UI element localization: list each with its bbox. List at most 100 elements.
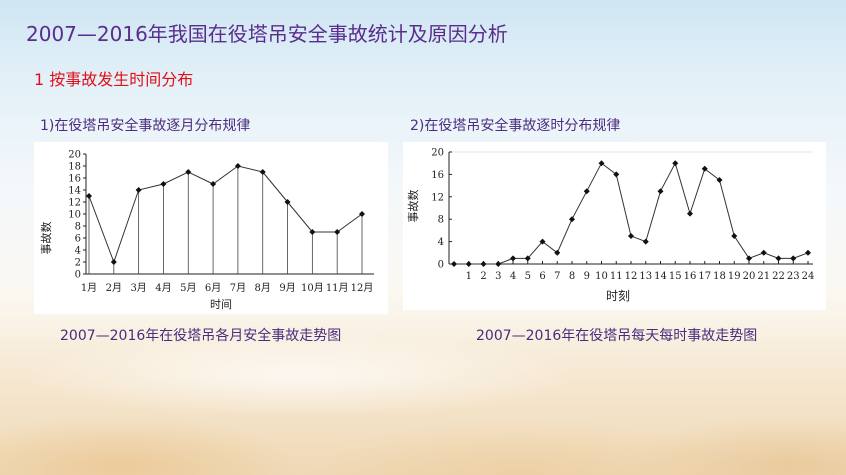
monthly-x-tick-label: 1月 — [81, 282, 97, 294]
monthly-x-tick-label: 4月 — [155, 282, 171, 294]
hourly-chart-subtitle: 2)在役塔吊安全事故逐时分布规律 — [410, 118, 621, 134]
hourly-x-tick-label: 11 — [610, 271, 623, 282]
monthly-series-line — [88, 165, 363, 264]
hourly-x-tick-label: 13 — [639, 271, 652, 282]
monthly-x-tick-label: 2月 — [106, 282, 122, 294]
hourly-data-point — [583, 188, 590, 195]
monthly-x-tick-label: 8月 — [255, 282, 271, 294]
monthly-y-tick-label: 12 — [68, 198, 81, 209]
hourly-data-point — [613, 171, 620, 178]
monthly-y-tick-label: 6 — [75, 234, 81, 245]
monthly-chart-caption: 2007—2016年在役塔吊各月安全事故走势图 — [60, 328, 342, 344]
monthly-data-point — [359, 211, 365, 217]
monthly-x-tick-label: 7月 — [230, 282, 246, 294]
monthly-y-tick-label: 0 — [75, 270, 81, 281]
hourly-x-tick-label: 9 — [584, 271, 590, 282]
hourly-data-point — [451, 261, 457, 267]
section-heading: 1 按事故发生时间分布 — [34, 70, 194, 89]
hourly-data-point — [598, 160, 605, 167]
hourly-data-point — [790, 255, 797, 262]
monthly-chart-subtitle: 1)在役塔吊安全事故逐月分布规律 — [40, 118, 251, 134]
monthly-x-tick-label: 5月 — [180, 282, 196, 294]
monthly-data-point — [309, 229, 316, 235]
hourly-data-point — [554, 249, 561, 256]
hourly-data-point — [731, 233, 738, 239]
monthly-chart-panel: 事故数 时间 0 2 4 6 8 10 12 14 16 18 20 1月 2月 3月 4月 5月 6月 7月 8月… — [34, 142, 388, 314]
hourly-y-tick-label: 0 — [438, 260, 444, 271]
hourly-x-tick-label: 3 — [495, 271, 501, 282]
slide-title: 2007—2016年我国在役塔吊安全事故统计及原因分析 — [26, 22, 508, 46]
hourly-data-point — [657, 188, 664, 195]
hourly-data-point — [701, 165, 708, 172]
hourly-x-tick-label: 14 — [654, 271, 667, 282]
hourly-data-point — [465, 261, 472, 267]
monthly-y-axis-title: 事故数 — [39, 222, 53, 255]
monthly-data-point — [334, 229, 341, 235]
hourly-x-tick-label: 4 — [510, 271, 516, 282]
monthly-data-point — [259, 169, 266, 175]
hourly-x-tick-label: 5 — [525, 271, 531, 282]
monthly-data-point — [160, 181, 167, 187]
hourly-x-tick-label: 23 — [787, 271, 800, 282]
hourly-data-point — [480, 261, 487, 267]
hourly-y-tick-label: 12 — [431, 192, 444, 203]
hourly-y-tick-label: 4 — [438, 237, 444, 248]
hourly-data-point — [628, 233, 634, 239]
hourly-x-tick-label: 21 — [757, 271, 770, 282]
hourly-data-point — [524, 255, 531, 262]
background-mist — [0, 315, 846, 475]
hourly-x-tick-label: 22 — [772, 271, 785, 282]
hourly-x-tick-label: 7 — [554, 271, 560, 282]
monthly-y-tick-label: 16 — [68, 174, 81, 185]
monthly-x-tick-label: 12月 — [351, 282, 374, 294]
hourly-x-tick-label: 8 — [569, 271, 575, 282]
hourly-x-tick-label: 2 — [480, 271, 486, 282]
monthly-x-tick-label: 10月 — [301, 282, 324, 294]
monthly-x-tick-label: 6月 — [205, 282, 221, 294]
monthly-y-tick-label: 2 — [75, 258, 81, 269]
hourly-x-tick-label: 19 — [728, 271, 741, 282]
hourly-y-tick-label: 8 — [438, 215, 444, 226]
hourly-x-tick-label: 16 — [684, 271, 697, 282]
hourly-y-tick-label: 20 — [431, 148, 444, 159]
hourly-data-point — [495, 261, 502, 267]
hourly-data-point — [746, 255, 752, 262]
hourly-data-point — [805, 249, 811, 256]
monthly-data-point — [86, 193, 92, 199]
hourly-x-tick-label: 18 — [713, 271, 726, 282]
monthly-x-tick-label: 3月 — [130, 282, 146, 294]
hourly-x-tick-label: 6 — [539, 271, 545, 282]
hourly-x-axis-title: 时刻 — [606, 289, 630, 303]
hourly-chart-panel: 事故数 时刻 0 4 8 12 16 20 1 2 3 4 5 6 7 8 9 10 11 12 13 14 15 16 1… — [403, 142, 826, 310]
monthly-y-tick-label: 10 — [68, 210, 81, 221]
monthly-y-tick-label: 14 — [68, 186, 81, 197]
hourly-data-point — [672, 160, 679, 167]
hourly-data-point — [760, 249, 767, 256]
hourly-data-point — [775, 255, 782, 262]
monthly-data-point — [185, 169, 192, 175]
hourly-series-line — [454, 161, 809, 265]
hourly-x-tick-label: 10 — [595, 271, 608, 282]
monthly-y-axis-label: 事故数 — [39, 222, 53, 255]
monthly-x-axis-title: 时间 — [210, 298, 232, 311]
monthly-data-point — [210, 181, 217, 187]
hourly-data-point — [642, 238, 649, 245]
monthly-data-point — [110, 259, 117, 265]
hourly-x-tick-label: 1 — [466, 271, 472, 282]
hourly-chart-caption: 2007—2016年在役塔吊每天每时事故走势图 — [476, 328, 758, 344]
monthly-y-tick-label: 18 — [68, 162, 81, 173]
monthly-x-tick-label: 11月 — [326, 282, 349, 294]
monthly-data-point — [284, 199, 291, 205]
hourly-data-point — [687, 210, 693, 217]
monthly-y-tick-label: 20 — [68, 150, 81, 161]
hourly-data-point — [539, 238, 546, 245]
monthly-y-tick-label: 4 — [75, 246, 81, 257]
hourly-y-tick-label: 16 — [431, 170, 444, 181]
hourly-data-point — [716, 177, 723, 183]
hourly-x-tick-label: 17 — [698, 271, 711, 282]
hourly-y-axis-title: 事故数 — [406, 190, 420, 223]
monthly-x-tick-label: 9月 — [279, 282, 295, 294]
hourly-x-tick-label: 20 — [743, 271, 756, 282]
